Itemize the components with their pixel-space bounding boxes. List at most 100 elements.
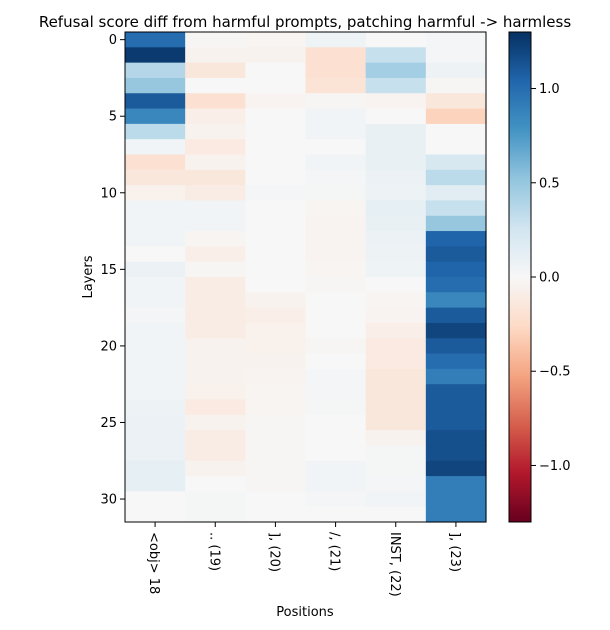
y-tick-label: 30 xyxy=(100,493,117,508)
heatmap-cell xyxy=(185,399,246,416)
heatmap-cell xyxy=(125,460,186,477)
heatmap-cell xyxy=(245,491,307,508)
heatmap-cell xyxy=(125,139,186,156)
heatmap-cell xyxy=(245,368,307,385)
heatmap-cell xyxy=(125,445,186,462)
heatmap-cell xyxy=(305,491,367,508)
heatmap-cell xyxy=(245,277,307,293)
heatmap-cell xyxy=(125,384,186,401)
heatmap-cell xyxy=(425,476,487,492)
colorbar-tick-label: −0.5 xyxy=(539,365,571,380)
heatmap-cell xyxy=(245,47,307,64)
heatmap-cell xyxy=(305,476,367,492)
heatmap-cell xyxy=(425,322,487,339)
heatmap-cell xyxy=(425,62,487,79)
heatmap-cell xyxy=(365,399,427,416)
heatmap-cell xyxy=(365,292,427,309)
heatmap-cell xyxy=(125,338,186,355)
x-tick-label: .. (19) xyxy=(206,532,221,571)
heatmap-cell xyxy=(185,322,246,339)
heatmap-cell xyxy=(305,47,367,64)
heatmap-cell xyxy=(125,200,186,217)
heatmap-cell xyxy=(305,261,367,278)
heatmap-cell xyxy=(125,154,186,171)
heatmap-cell xyxy=(305,93,367,110)
heatmap-cell xyxy=(365,93,427,110)
heatmap-cell xyxy=(425,430,487,447)
colorbar-tick-label: 0.5 xyxy=(539,176,560,191)
heatmap-cell xyxy=(425,353,487,370)
heatmap-cell xyxy=(425,108,487,125)
heatmap-cell xyxy=(185,338,246,355)
x-axis-label: Positions xyxy=(276,605,334,620)
heatmap-cell xyxy=(125,32,186,48)
heatmap-cell xyxy=(425,445,487,462)
heatmap-cell xyxy=(365,491,427,508)
heatmap-cell xyxy=(305,123,367,140)
heatmap-cell xyxy=(365,200,427,217)
y-tick-label: 10 xyxy=(100,186,117,201)
heatmap-cell xyxy=(365,322,427,339)
heatmap-cell xyxy=(365,246,427,263)
heatmap-cell xyxy=(125,77,186,94)
heatmap-cell xyxy=(185,231,246,247)
heatmap-cell xyxy=(245,215,307,232)
heatmap-cell xyxy=(305,32,367,48)
heatmap-cell xyxy=(125,430,186,447)
heatmap-cell xyxy=(425,246,487,263)
heatmap-cell xyxy=(185,277,246,293)
heatmap-cell xyxy=(425,261,487,278)
heatmap-cell xyxy=(245,261,307,278)
heatmap-cell xyxy=(365,62,427,79)
x-tick-label: /, (21) xyxy=(327,532,342,571)
chart-title: Refusal score diff from harmful prompts,… xyxy=(39,13,572,31)
heatmap-cell xyxy=(365,338,427,355)
heatmap-cell xyxy=(305,460,367,477)
y-tick-label: 15 xyxy=(100,263,117,278)
heatmap-cell xyxy=(425,338,487,355)
heatmap-cell xyxy=(185,185,246,202)
heatmap-cell xyxy=(365,368,427,385)
colorbar xyxy=(508,31,532,523)
heatmap-cell xyxy=(245,384,307,401)
heatmap-cell xyxy=(125,307,186,324)
heatmap-cell xyxy=(425,215,487,232)
heatmap-cell xyxy=(125,353,186,370)
heatmap-cell xyxy=(305,77,367,94)
heatmap-cell xyxy=(125,491,186,508)
y-axis-label: Layers xyxy=(81,255,96,298)
heatmap-cell xyxy=(185,123,246,140)
heatmap-cell xyxy=(125,123,186,140)
heatmap-cell xyxy=(365,32,427,48)
heatmap-cell xyxy=(425,307,487,324)
colorbar-tick-label: 0.0 xyxy=(539,271,560,286)
y-axis-ticks: 0 5 10 15 20 25 30 xyxy=(100,33,125,508)
heatmap-cell xyxy=(185,108,246,125)
heatmap-cell xyxy=(425,139,487,156)
heatmap-cell xyxy=(365,277,427,293)
heatmap-cell xyxy=(245,169,307,186)
heatmap-cell xyxy=(245,93,307,110)
heatmap-cell xyxy=(425,414,487,431)
heatmap-cell xyxy=(245,307,307,324)
heatmap-cell xyxy=(365,384,427,401)
heatmap-cell xyxy=(245,62,307,79)
heatmap-cell xyxy=(365,430,427,447)
heatmap-cells xyxy=(125,32,487,523)
heatmap-cell xyxy=(305,139,367,156)
y-tick-label: 25 xyxy=(100,416,117,431)
heatmap-cell xyxy=(305,368,367,385)
heatmap-cell xyxy=(185,292,246,309)
heatmap-cell xyxy=(125,231,186,247)
heatmap-cell xyxy=(185,246,246,263)
heatmap-cell xyxy=(425,277,487,293)
heatmap-cell xyxy=(305,338,367,355)
heatmap-cell xyxy=(185,261,246,278)
heatmap-cell xyxy=(425,47,487,64)
heatmap-cell xyxy=(125,368,186,385)
y-tick-label: 0 xyxy=(109,33,117,48)
heatmap-cell xyxy=(185,47,246,64)
heatmap-cell xyxy=(425,506,487,523)
colorbar-tick-label: −1.0 xyxy=(539,459,571,474)
